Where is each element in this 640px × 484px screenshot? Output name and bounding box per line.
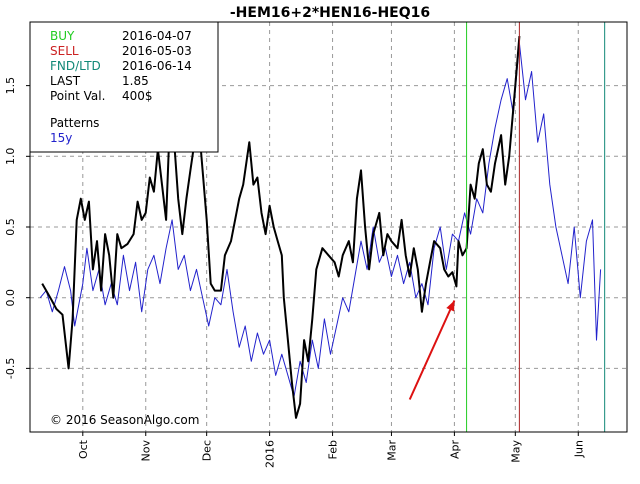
info-row-label: LAST <box>50 74 81 88</box>
axis-layer: -0.5 0.0 0.5 1.0 1.5 Oct Nov Dec 2016 Feb Mar Apr Ma… <box>4 21 628 468</box>
series-line <box>39 42 602 398</box>
y-tick-label: 0.0 <box>4 289 17 307</box>
info-box: BUY 2016-04-07 SELL 2016-05-03 FND/LTD 2016-0… <box>29 21 219 153</box>
y-tick-label: 1.0 <box>4 148 17 166</box>
info-row-value: 2016-05-03 <box>122 44 192 58</box>
y-tick-label: -0.5 <box>4 358 17 379</box>
y-tick-label: 0.5 <box>4 218 17 236</box>
patterns-value: 15y <box>50 131 72 145</box>
info-row-value: 1.85 <box>122 74 149 88</box>
info-row-value: 2016-04-07 <box>122 29 192 43</box>
annotation-layer <box>408 300 456 400</box>
x-tick-label: May <box>509 440 522 463</box>
arrow-shaft <box>408 300 456 400</box>
info-row-label: Point Val. <box>50 89 105 103</box>
x-tick-label: Apr <box>448 440 461 460</box>
y-tick-label: 1.5 <box>4 77 17 95</box>
arrow-head <box>446 300 455 312</box>
x-tick-label: Feb <box>327 440 340 459</box>
info-box-frame <box>29 21 219 153</box>
info-row-label: FND/LTD <box>50 59 101 73</box>
info-row-label: SELL <box>50 44 79 58</box>
x-tick-label: Mar <box>385 440 398 461</box>
chart-title: -HEM16+2*HEN16-HEQ16 <box>230 5 430 21</box>
x-tick-label: Oct <box>77 439 90 459</box>
info-row-value: 400$ <box>122 89 153 103</box>
x-tick-label: Nov <box>140 440 153 462</box>
x-tick-label: Jun <box>572 440 585 458</box>
copyright-text: © 2016 SeasonAlgo.com <box>50 413 199 427</box>
grid-layer <box>30 22 627 432</box>
info-row-value: 2016-06-14 <box>122 59 192 73</box>
plot-frame <box>29 21 628 433</box>
x-tick-label: 2016 <box>264 440 277 468</box>
info-row-label: BUY <box>50 29 75 43</box>
patterns-label: Patterns <box>50 116 99 130</box>
event-lines <box>466 22 606 432</box>
series-line <box>41 36 521 419</box>
series-layer <box>39 36 602 419</box>
x-tick-label: Dec <box>201 440 214 461</box>
